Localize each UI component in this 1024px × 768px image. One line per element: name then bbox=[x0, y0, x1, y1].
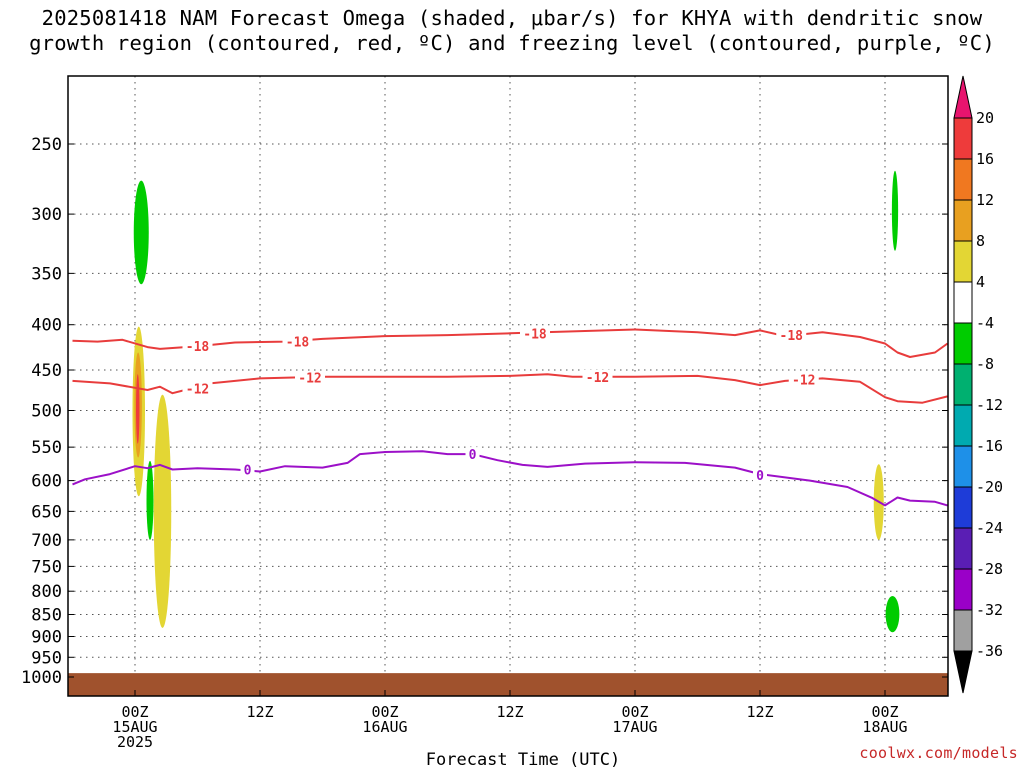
y-tick-label-650: 650 bbox=[31, 502, 62, 522]
y-tick-label-700: 700 bbox=[31, 531, 62, 551]
y-tick-label-450: 450 bbox=[31, 361, 62, 381]
y-tick-label-750: 750 bbox=[31, 557, 62, 577]
chart-title-line-1: 2025081418 NAM Forecast Omega (shaded, μ… bbox=[41, 6, 983, 30]
colorbar-label-10: -24 bbox=[976, 519, 1003, 537]
colorbar-segment-4 bbox=[953, 240, 973, 283]
colorbar-label-5: -4 bbox=[976, 314, 994, 332]
credit-text: coolwx.com/models bbox=[859, 744, 1018, 762]
chart-title-line-2: growth region (contoured, red, ºC) and f… bbox=[29, 31, 995, 55]
y-tick-label-800: 800 bbox=[31, 582, 62, 602]
plot-frame bbox=[67, 75, 949, 697]
contour-label-1: -18 bbox=[286, 336, 310, 351]
contour-label-bg-8 bbox=[240, 462, 255, 477]
x-tick-label-0-2: 2025 bbox=[117, 733, 153, 751]
x-tick-label-40-1: 17AUG bbox=[612, 718, 657, 736]
omega-blob-0 bbox=[133, 180, 149, 285]
colorbar-label-13: -36 bbox=[976, 642, 1003, 660]
colorbar-segment-10 bbox=[953, 486, 973, 529]
colorbar-top-arrow bbox=[953, 75, 973, 119]
colorbar-segment-12 bbox=[953, 568, 973, 611]
contour-label-0: -18 bbox=[186, 340, 210, 355]
contour-label-bg-1 bbox=[282, 334, 313, 349]
contour-label-bg-4 bbox=[182, 381, 213, 396]
contour-label-bg-7 bbox=[788, 372, 819, 387]
y-tick-label-950: 950 bbox=[31, 648, 62, 668]
x-tick-label-30-0: 12Z bbox=[496, 703, 523, 721]
terrain-strip bbox=[68, 673, 948, 696]
contour-label-bg-3 bbox=[776, 328, 807, 343]
contour-line--12 bbox=[72, 373, 948, 404]
contour-label-bg-5 bbox=[295, 370, 325, 385]
colorbar-segment-8 bbox=[953, 404, 973, 447]
colorbar-label-0: 20 bbox=[976, 109, 994, 127]
y-tick-label-500: 500 bbox=[31, 402, 62, 422]
contour-label-9: 0 bbox=[469, 448, 477, 463]
x-axis-label: Forecast Time (UTC) bbox=[426, 750, 620, 768]
colorbar-segment-9 bbox=[953, 445, 973, 488]
contour-label-bg-10 bbox=[753, 467, 767, 482]
y-tick-label-600: 600 bbox=[31, 472, 62, 492]
colorbar-segment-13 bbox=[953, 609, 973, 652]
x-tick-label-20-1: 16AUG bbox=[362, 718, 407, 736]
omega-blob-4 bbox=[136, 374, 140, 444]
colorbar-label-6: -8 bbox=[976, 355, 994, 373]
colorbar-label-3: 8 bbox=[976, 232, 985, 250]
colorbar-label-1: 16 bbox=[976, 150, 994, 168]
omega-blob-5 bbox=[146, 460, 154, 540]
x-tick-label-50-0: 12Z bbox=[746, 703, 773, 721]
contour-label-2: -18 bbox=[523, 327, 547, 342]
omega-blob-8 bbox=[885, 595, 900, 633]
x-tick-label-0-1: 15AUG bbox=[112, 718, 157, 736]
omega-blob-6 bbox=[153, 394, 172, 628]
contour-label-6: -12 bbox=[586, 371, 609, 386]
x-tick-label-20-0: 00Z bbox=[371, 703, 398, 721]
y-tick-label-250: 250 bbox=[31, 135, 62, 155]
x-tick-label-10-0: 12Z bbox=[246, 703, 273, 721]
contour-label-bg-9 bbox=[465, 447, 480, 462]
contour-label-bg-0 bbox=[182, 339, 213, 354]
x-tick-label-40-0: 00Z bbox=[621, 703, 648, 721]
colorbar-label-7: -12 bbox=[976, 396, 1003, 414]
contour-label-7: -12 bbox=[792, 373, 815, 388]
colorbar-bottom-arrow bbox=[953, 650, 973, 694]
y-tick-label-350: 350 bbox=[31, 264, 62, 284]
colorbar-segment-7 bbox=[953, 363, 973, 406]
y-tick-label-400: 400 bbox=[31, 316, 62, 336]
omega-blob-1 bbox=[891, 170, 899, 251]
colorbar-label-12: -32 bbox=[976, 601, 1003, 619]
y-tick-label-850: 850 bbox=[31, 606, 62, 626]
contour-label-8: 0 bbox=[244, 464, 252, 479]
y-tick-label-900: 900 bbox=[31, 627, 62, 647]
y-tick-label-550: 550 bbox=[31, 438, 62, 458]
contour-label-5: -12 bbox=[298, 372, 321, 387]
colorbar-segment-3 bbox=[953, 199, 973, 242]
plot-area: -18 -18 -18 -18 -12 -12 -12 -12 0 0 0 bbox=[68, 76, 948, 696]
contour-label-10: 0 bbox=[756, 469, 764, 484]
x-tick-label-60-1: 18AUG bbox=[862, 718, 907, 736]
contour-label-4: -12 bbox=[186, 382, 209, 397]
colorbar-label-9: -20 bbox=[976, 478, 1003, 496]
colorbar-segment-5 bbox=[953, 281, 973, 324]
contour-label-bg-6 bbox=[582, 369, 613, 384]
x-tick-label-60-0: 00Z bbox=[871, 703, 898, 721]
y-tick-label-1000: 1000 bbox=[21, 668, 62, 688]
chart-title: 2025081418 NAM Forecast Omega (shaded, μ… bbox=[0, 6, 1024, 56]
colorbar-label-2: 12 bbox=[976, 191, 994, 209]
contour-line-0 bbox=[72, 450, 948, 507]
contour-label-3: -18 bbox=[780, 329, 804, 344]
y-tick-label-300: 300 bbox=[31, 205, 62, 225]
colorbar-segment-2 bbox=[953, 158, 973, 201]
colorbar-segment-11 bbox=[953, 527, 973, 570]
colorbar-label-4: 4 bbox=[976, 273, 985, 291]
colorbar-segment-1 bbox=[953, 117, 973, 160]
contour-label-bg-2 bbox=[520, 326, 550, 341]
colorbar-segment-6 bbox=[953, 322, 973, 365]
colorbar-label-8: -16 bbox=[976, 437, 1003, 455]
colorbar-label-11: -28 bbox=[976, 560, 1003, 578]
x-tick-label-0-0: 00Z bbox=[121, 703, 148, 721]
colorbar: 20 16 12 8 4 -4 -8 -12 -16 -20 -24 -28 -32 -36 bbox=[953, 75, 1003, 694]
